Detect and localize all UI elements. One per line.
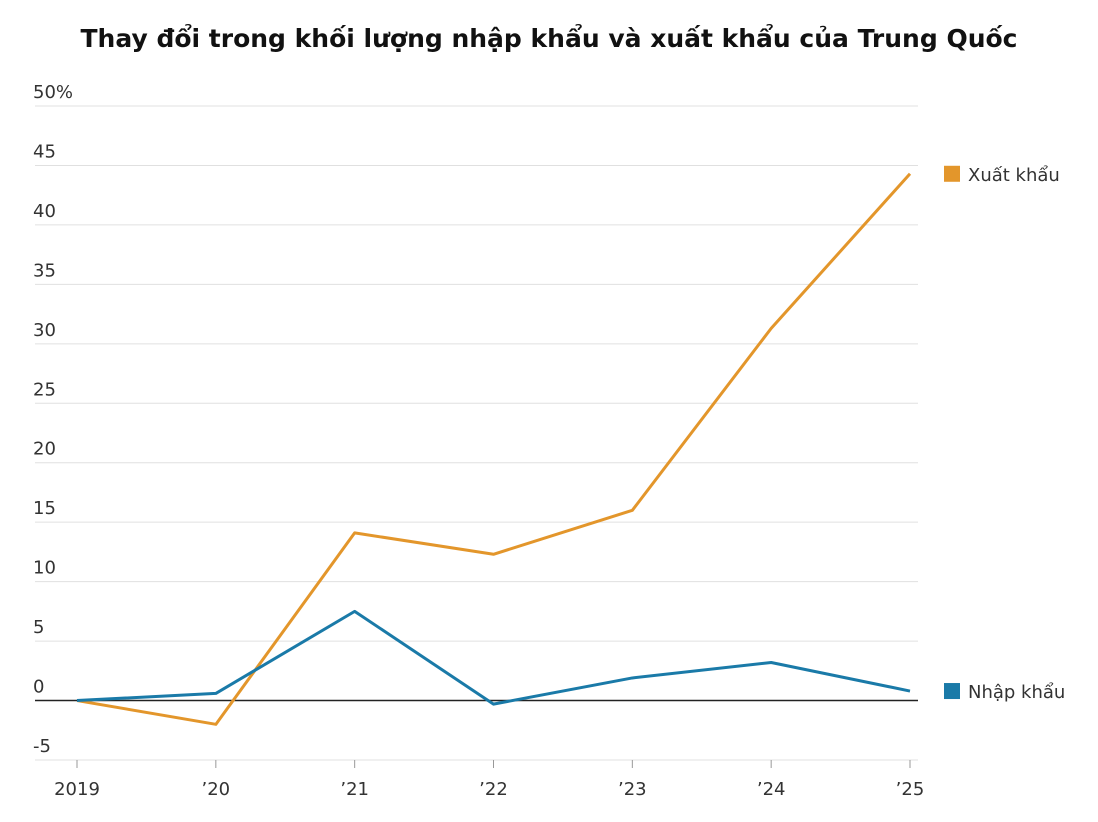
y-tick-label: 0: [33, 677, 44, 698]
y-tick-label: 10: [33, 558, 56, 579]
x-tick-label: ’20: [202, 779, 231, 800]
x-tick-label: ’25: [896, 779, 925, 800]
legend-label: Xuất khẩu: [968, 165, 1060, 186]
chart-title: Thay đổi trong khối lượng nhập khẩu và x…: [81, 23, 1018, 53]
y-tick-label: 40: [33, 201, 56, 222]
y-tick-label: 45: [33, 141, 56, 162]
series-line: [76, 609, 911, 706]
y-tick-label: 20: [33, 439, 56, 460]
y-tick-label: 50%: [33, 82, 73, 103]
legend-swatch: [944, 683, 960, 700]
y-tick-label: 15: [33, 498, 56, 519]
y-tick-label: -5: [33, 736, 51, 757]
x-tick-label: ’23: [618, 779, 647, 800]
y-tick-label: 25: [33, 379, 56, 400]
y-tick-label: 30: [33, 320, 56, 341]
x-tick-label: ’24: [757, 779, 786, 800]
x-tick-label: ’21: [340, 779, 369, 800]
x-tick-label: 2019: [54, 779, 100, 800]
legend-swatch: [944, 165, 960, 182]
x-tick-label: ’22: [479, 779, 508, 800]
y-tick-label: 5: [33, 617, 44, 638]
series-line: [76, 172, 912, 726]
y-tick-label: 35: [33, 260, 56, 281]
legend-label: Nhập khẩu: [968, 682, 1065, 703]
